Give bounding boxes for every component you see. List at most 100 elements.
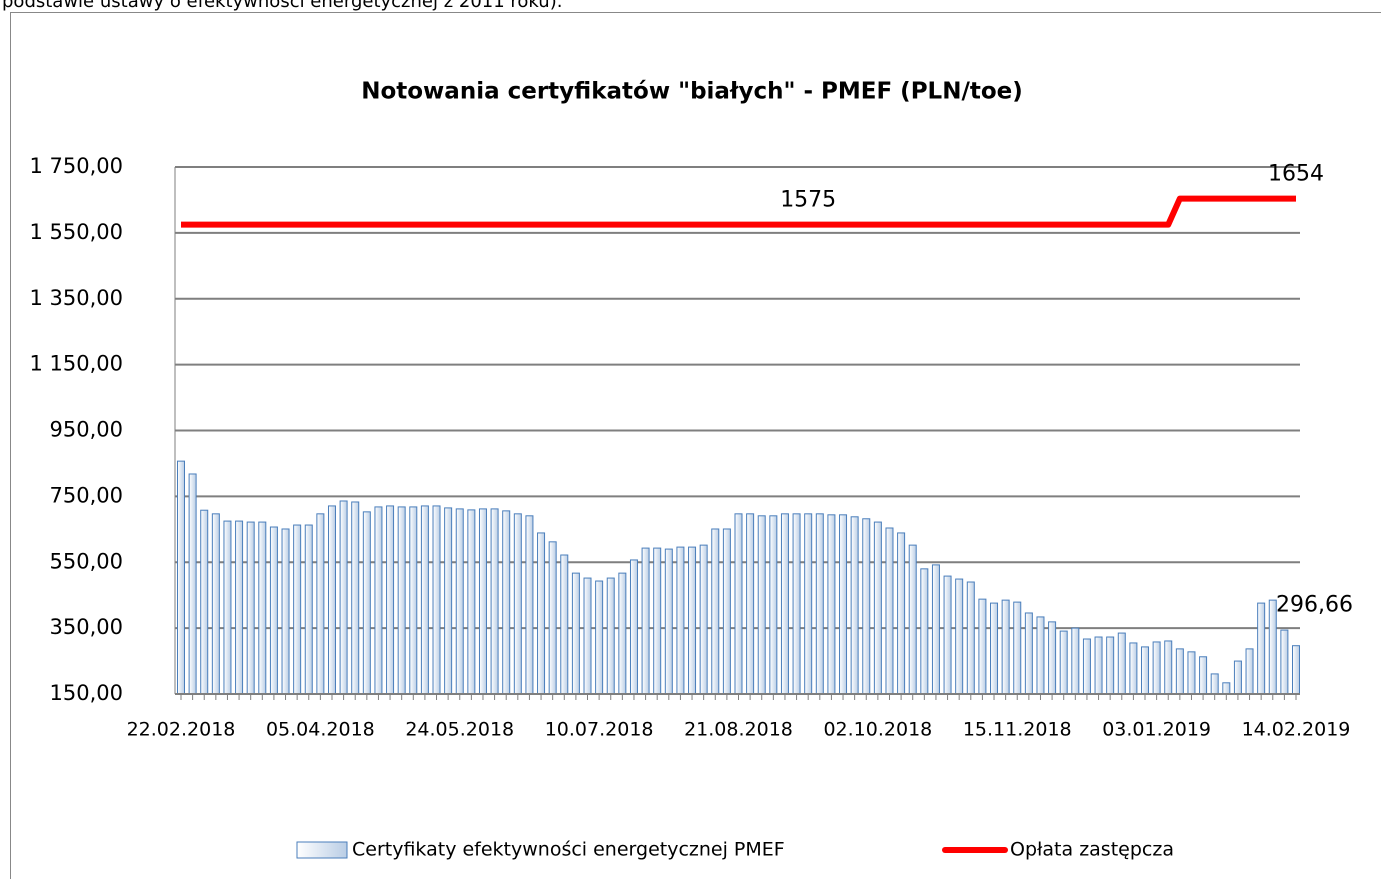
bar xyxy=(189,474,196,694)
bar xyxy=(479,509,486,694)
bar xyxy=(410,507,417,694)
bar xyxy=(247,522,254,694)
bar xyxy=(642,548,649,694)
bar xyxy=(468,510,475,694)
bar xyxy=(224,521,231,694)
bar xyxy=(387,506,394,694)
bar xyxy=(526,516,533,694)
x-tick-label: 15.11.2018 xyxy=(963,719,1072,741)
bar xyxy=(816,514,823,694)
chart-title: Notowania certyfikatów "białych" - PMEF … xyxy=(361,79,1023,105)
bar xyxy=(1188,652,1195,694)
bar xyxy=(1176,649,1183,694)
bar xyxy=(874,522,881,694)
x-tick-label: 21.08.2018 xyxy=(684,719,793,741)
bar xyxy=(352,502,359,694)
bar xyxy=(700,545,707,694)
legend-label: Opłata zastępcza xyxy=(1010,839,1174,861)
bar xyxy=(735,514,742,694)
y-tick-label: 750,00 xyxy=(50,483,123,507)
bar xyxy=(201,510,208,694)
y-tick-label: 1 750,00 xyxy=(29,154,123,178)
bar xyxy=(1200,657,1207,694)
bar xyxy=(1072,628,1079,694)
bar xyxy=(596,581,603,694)
bar xyxy=(828,515,835,694)
bar xyxy=(1107,637,1114,694)
bar xyxy=(805,514,812,694)
page-text: podstawie ustawy o efektywności energety… xyxy=(2,0,562,12)
bar xyxy=(677,547,684,694)
bar xyxy=(1234,661,1241,694)
bar xyxy=(619,573,626,694)
bar xyxy=(433,506,440,694)
bar xyxy=(909,545,916,694)
bar xyxy=(363,512,370,694)
bar xyxy=(1049,622,1056,694)
data-label: 1575 xyxy=(780,188,836,213)
bar xyxy=(491,509,498,694)
bar xyxy=(584,578,591,694)
bar xyxy=(944,576,951,694)
bar xyxy=(1246,649,1253,694)
bar xyxy=(1118,633,1125,694)
bar xyxy=(770,516,777,694)
bar xyxy=(212,514,219,694)
y-tick-label: 1 350,00 xyxy=(29,286,123,310)
x-tick-label: 05.04.2018 xyxy=(266,719,375,741)
bar xyxy=(665,549,672,694)
x-tick-label: 14.02.2019 xyxy=(1242,719,1351,741)
x-tick-label: 22.02.2018 xyxy=(127,719,236,741)
bar xyxy=(932,565,939,694)
x-tick-label: 24.05.2018 xyxy=(405,719,514,741)
x-tick-label: 10.07.2018 xyxy=(545,719,654,741)
bar xyxy=(1281,630,1288,694)
bar xyxy=(572,573,579,694)
x-tick-label: 02.10.2018 xyxy=(823,719,932,741)
bar xyxy=(1025,613,1032,694)
bar xyxy=(840,515,847,694)
bar xyxy=(445,508,452,694)
bar xyxy=(421,506,428,694)
bar xyxy=(956,579,963,694)
bar xyxy=(712,529,719,694)
bar xyxy=(781,514,788,694)
bar xyxy=(1060,631,1067,694)
bar xyxy=(294,525,301,694)
x-tick-label: 03.01.2019 xyxy=(1102,719,1211,741)
y-tick-label: 150,00 xyxy=(50,681,123,705)
y-tick-label: 950,00 xyxy=(50,418,123,442)
chart-frame xyxy=(11,13,1381,880)
bar xyxy=(758,516,765,694)
bar xyxy=(456,509,463,694)
data-label: 296,66 xyxy=(1276,593,1353,618)
bar xyxy=(1258,603,1265,694)
bar xyxy=(561,555,568,694)
bar xyxy=(898,533,905,694)
bar xyxy=(630,560,637,694)
bar xyxy=(398,507,405,694)
y-tick-label: 1 150,00 xyxy=(29,352,123,376)
bar xyxy=(1142,647,1149,694)
bar xyxy=(1153,642,1160,694)
y-tick-label: 350,00 xyxy=(50,615,123,639)
bar xyxy=(270,527,277,694)
data-label: 1654 xyxy=(1268,162,1324,187)
bar xyxy=(991,603,998,694)
y-tick-label: 1 550,00 xyxy=(29,220,123,244)
bar xyxy=(723,529,730,694)
bar xyxy=(607,578,614,694)
bar xyxy=(689,547,696,694)
bar xyxy=(1014,602,1021,694)
bar xyxy=(851,517,858,694)
legend-swatch xyxy=(297,842,347,858)
bar xyxy=(282,529,289,694)
bar xyxy=(375,507,382,694)
legend-label: Certyfikaty efektywności energetycznej P… xyxy=(352,839,785,861)
bar xyxy=(1130,643,1137,694)
bar xyxy=(1223,683,1230,694)
bar xyxy=(1211,674,1218,694)
bar xyxy=(1293,646,1300,694)
